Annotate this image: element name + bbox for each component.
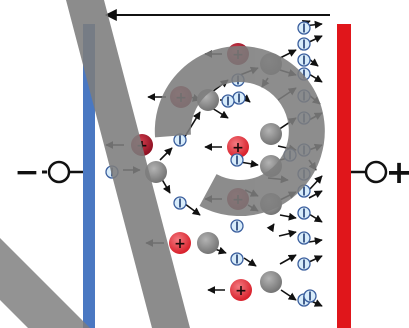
electron-icon (173, 196, 187, 210)
arrow-icon (280, 289, 297, 301)
arrow-icon (308, 255, 323, 263)
arrow-icon (243, 257, 257, 267)
arrow-icon (308, 190, 323, 199)
electron-icon (303, 289, 317, 303)
electron-icon (221, 94, 235, 108)
electron-icon (297, 21, 311, 35)
electron-icon (232, 91, 246, 105)
electron-icon (230, 153, 244, 167)
cathode-plate (83, 24, 95, 328)
anode-plate (337, 24, 351, 328)
electron-icon (297, 37, 311, 51)
electron-icon (230, 219, 244, 233)
neutral-atom-icon (197, 232, 219, 254)
arrow-icon (211, 107, 229, 119)
arrow-icon (266, 223, 275, 233)
neutral-atom-icon (260, 271, 282, 293)
arrow-icon (308, 213, 323, 223)
electron-icon (173, 133, 187, 147)
watermark-ring (154, 46, 325, 217)
cation-icon: + (169, 232, 191, 254)
positive-terminal: + (351, 153, 409, 191)
arrow-icon (159, 147, 173, 161)
arrow-icon (308, 73, 323, 83)
cation-icon: + (227, 136, 249, 158)
watermark-stroke (0, 238, 90, 328)
cation-label: + (232, 140, 244, 156)
arrow-icon (279, 254, 297, 265)
watermark-bar-left (66, 0, 190, 328)
watermark-logo (0, 0, 325, 328)
neutral-atom-icon (260, 123, 282, 145)
electron-icon (297, 257, 311, 271)
cation-label: + (174, 236, 186, 252)
electron-icon (297, 231, 311, 245)
arrow-icon (308, 237, 323, 246)
arrow-icon (279, 49, 297, 59)
positive-sign: + (386, 153, 409, 191)
electron-icon (297, 206, 311, 220)
arrow-icon (279, 212, 297, 221)
cation-label: + (235, 283, 247, 299)
cation-icon: + (230, 279, 252, 301)
arrow-icon (278, 229, 297, 238)
arrow-icon (308, 175, 323, 191)
electron-icon (297, 53, 311, 67)
electron-icon (230, 252, 244, 266)
negative-terminal: − (14, 155, 83, 190)
negative-sign: − (14, 155, 39, 190)
